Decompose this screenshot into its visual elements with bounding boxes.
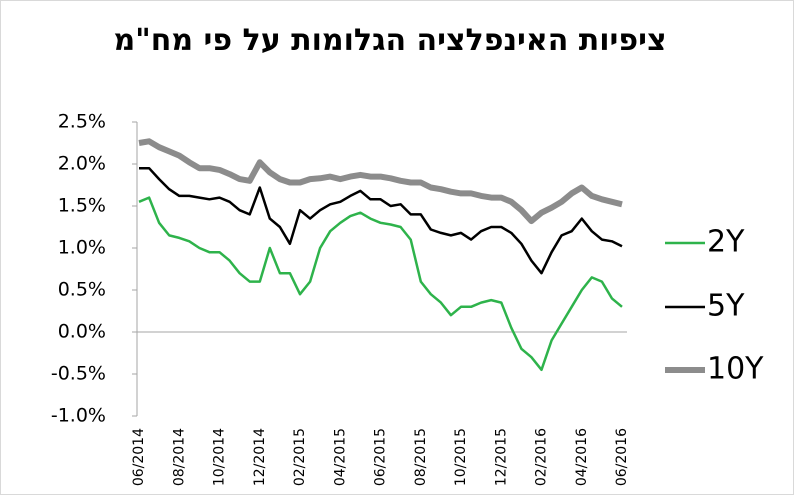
x-tick-label: 02/2015 <box>292 428 308 486</box>
series-line <box>139 166 623 275</box>
x-tick-label: 04/2015 <box>332 428 348 486</box>
chart-title: ציפיות האינפלציה הגלומות על פי מח"מ <box>113 23 667 58</box>
series-line <box>138 196 623 372</box>
x-tick-label: 02/2016 <box>534 428 550 486</box>
y-tick-label: 0.5% <box>58 279 106 301</box>
y-tick-label: -1.0% <box>51 405 106 427</box>
y-tick-label: 2.5% <box>58 111 106 133</box>
legend-label: 10Y <box>707 352 764 387</box>
series-line <box>138 138 623 225</box>
x-tick-label: 12/2015 <box>493 428 509 486</box>
y-tick-label: -0.5% <box>51 363 106 385</box>
x-tick-label: 08/2015 <box>413 428 429 486</box>
y-tick-label: 1.0% <box>58 237 106 259</box>
x-tick-label: 10/2014 <box>212 428 228 486</box>
y-tick-label: 2.0% <box>58 153 106 175</box>
y-tick-label: 1.5% <box>58 195 106 217</box>
x-tick-label: 06/2015 <box>373 428 389 486</box>
y-tick-label: 0.0% <box>58 321 106 343</box>
legend-label: 5Y <box>707 289 745 324</box>
x-tick-label: 04/2016 <box>574 428 590 486</box>
x-tick-label: 06/2016 <box>614 428 630 486</box>
x-tick-label: 10/2015 <box>453 428 469 486</box>
x-tick-label: 06/2014 <box>131 428 147 486</box>
x-tick-label: 12/2014 <box>252 428 268 486</box>
legend-label: 2Y <box>707 225 745 260</box>
x-tick-label: 08/2014 <box>171 428 187 486</box>
